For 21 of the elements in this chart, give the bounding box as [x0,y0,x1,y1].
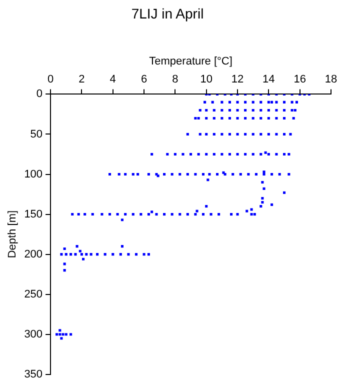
x-tick-label: 4 [110,74,116,86]
y-tick-label: 100 [24,168,43,180]
y-tick-label: 250 [24,288,43,300]
x-tick-label: 16 [294,74,306,86]
y-tick-label: 300 [24,328,43,340]
x-tick-label: 12 [231,74,244,86]
x-tick-label: 10 [200,74,212,86]
chart-title: 7LIJ in April [131,5,204,22]
y-tick-label: 200 [24,248,43,260]
y-tick-label: 350 [24,368,43,380]
x-axis-title: Temperature [°C] [149,55,232,68]
x-tick-label: 6 [140,74,148,86]
x-tick-label: 2 [78,74,85,86]
x-tick-label: 14 [262,74,275,86]
x-tick-label: 8 [172,74,178,86]
y-tick-label: 150 [24,208,43,220]
x-tick-label: 18 [324,74,338,86]
y-axis-title: Depth [m] [6,210,19,258]
y-tick-label: 0 [36,88,43,100]
y-tick-label: 50 [30,128,43,140]
x-tick-label: 0 [47,74,54,86]
